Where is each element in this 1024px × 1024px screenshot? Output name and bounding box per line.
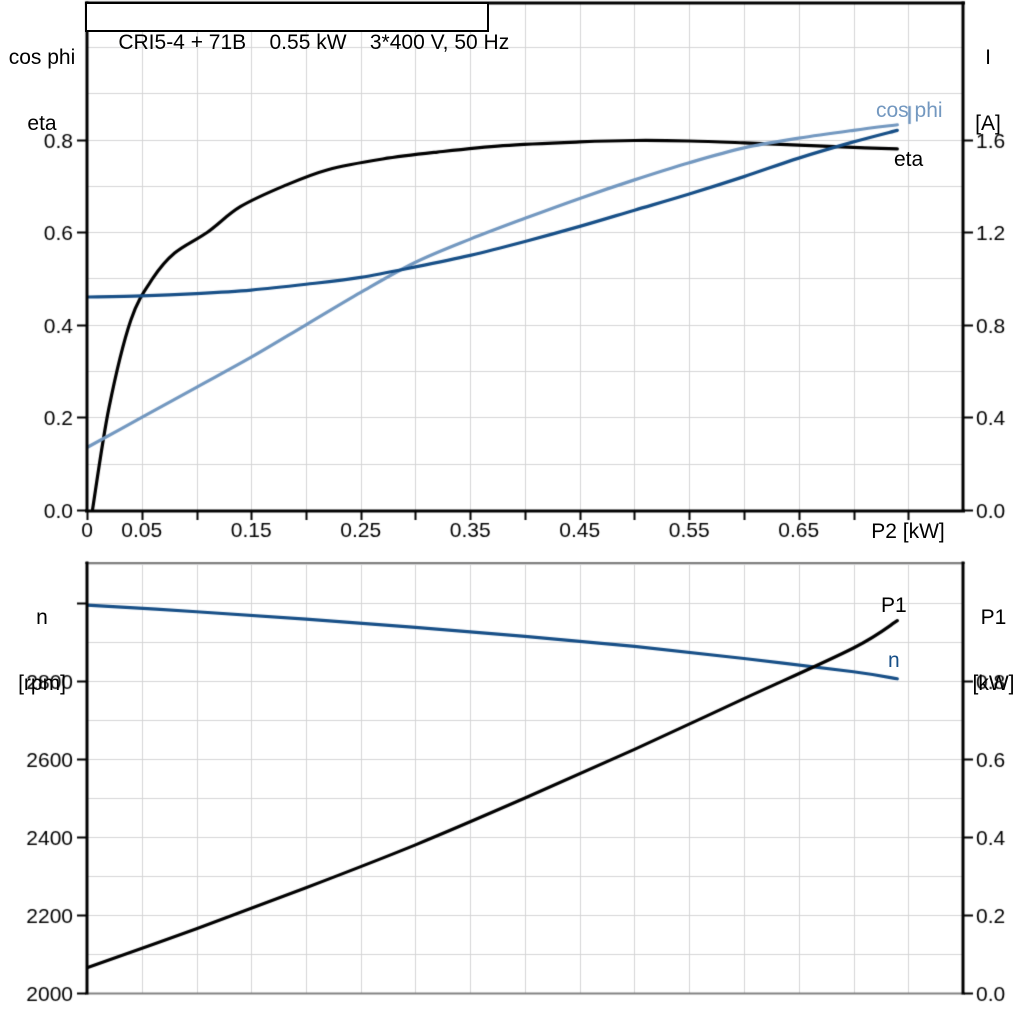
top-right-axis-title: I [A]	[957, 3, 1019, 179]
title-box: CRI5-4 + 71B 0.55 kW 3*400 V, 50 Hz	[85, 2, 509, 54]
eta-axis-label: eta	[27, 112, 57, 135]
bottom-right-axis-title: P1 [kW]	[963, 563, 1024, 739]
cos-phi-curve-label: cos phi	[876, 99, 943, 122]
eta-curve-label: eta	[894, 148, 924, 171]
top-left-axis-title: cos phi eta	[0, 3, 84, 179]
cos-phi-axis-label: cos phi	[8, 46, 76, 69]
bottom-left-axis-title: n [rpm]	[0, 563, 84, 739]
title-text: CRI5-4 + 71B 0.55 kW 3*400 V, 50 Hz	[118, 31, 510, 54]
current-axis-label: I	[985, 46, 991, 69]
p1-curve-label: P1	[881, 594, 907, 617]
speed-axis-label: n	[36, 606, 48, 629]
rpm-unit-label: [rpm]	[18, 672, 66, 695]
kw-unit-label: [kW]	[972, 672, 1015, 695]
ampere-unit-label: [A]	[975, 112, 1001, 135]
p1-axis-label: P1	[980, 606, 1007, 629]
n-curve-label: n	[888, 649, 900, 672]
x-axis-title-p2: P2 [kW]	[871, 520, 945, 543]
